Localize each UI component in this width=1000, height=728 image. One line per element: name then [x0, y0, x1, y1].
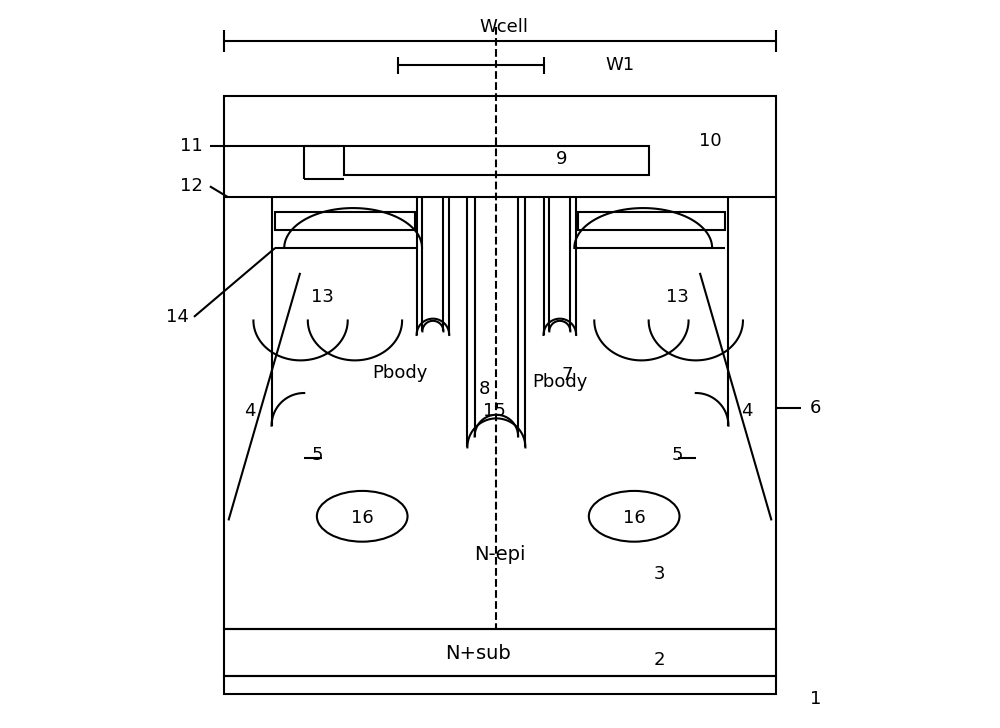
Text: 1: 1 [810, 690, 821, 708]
Text: N-epi: N-epi [474, 545, 526, 563]
Text: 10: 10 [699, 132, 722, 150]
Text: 12: 12 [180, 178, 203, 195]
Text: N+sub: N+sub [445, 644, 511, 663]
Text: 11: 11 [180, 138, 203, 156]
Text: 4: 4 [244, 402, 256, 420]
Text: 4: 4 [741, 402, 752, 420]
Bar [344, 146, 649, 175]
Text: 2: 2 [654, 651, 665, 669]
Text: 7: 7 [562, 366, 573, 384]
Bar [224, 95, 776, 629]
Text: 9: 9 [556, 151, 567, 168]
Text: 6: 6 [810, 398, 821, 416]
Text: Pbody: Pbody [372, 364, 428, 381]
Text: 16: 16 [351, 509, 374, 527]
Text: 3: 3 [654, 566, 665, 583]
Text: 13: 13 [311, 288, 334, 306]
Bar [578, 212, 725, 230]
Text: 14: 14 [166, 308, 189, 326]
Bar [275, 212, 415, 230]
Text: Wcell: Wcell [479, 17, 528, 36]
Bar [224, 676, 776, 694]
Text: 5: 5 [672, 446, 683, 464]
Text: 15: 15 [483, 402, 506, 420]
Text: 16: 16 [623, 509, 646, 527]
Bar [224, 629, 776, 676]
Text: Pbody: Pbody [532, 373, 587, 391]
Text: 5: 5 [311, 446, 323, 464]
Text: 13: 13 [666, 288, 689, 306]
Text: W1: W1 [605, 56, 634, 74]
Text: 8: 8 [478, 381, 490, 398]
